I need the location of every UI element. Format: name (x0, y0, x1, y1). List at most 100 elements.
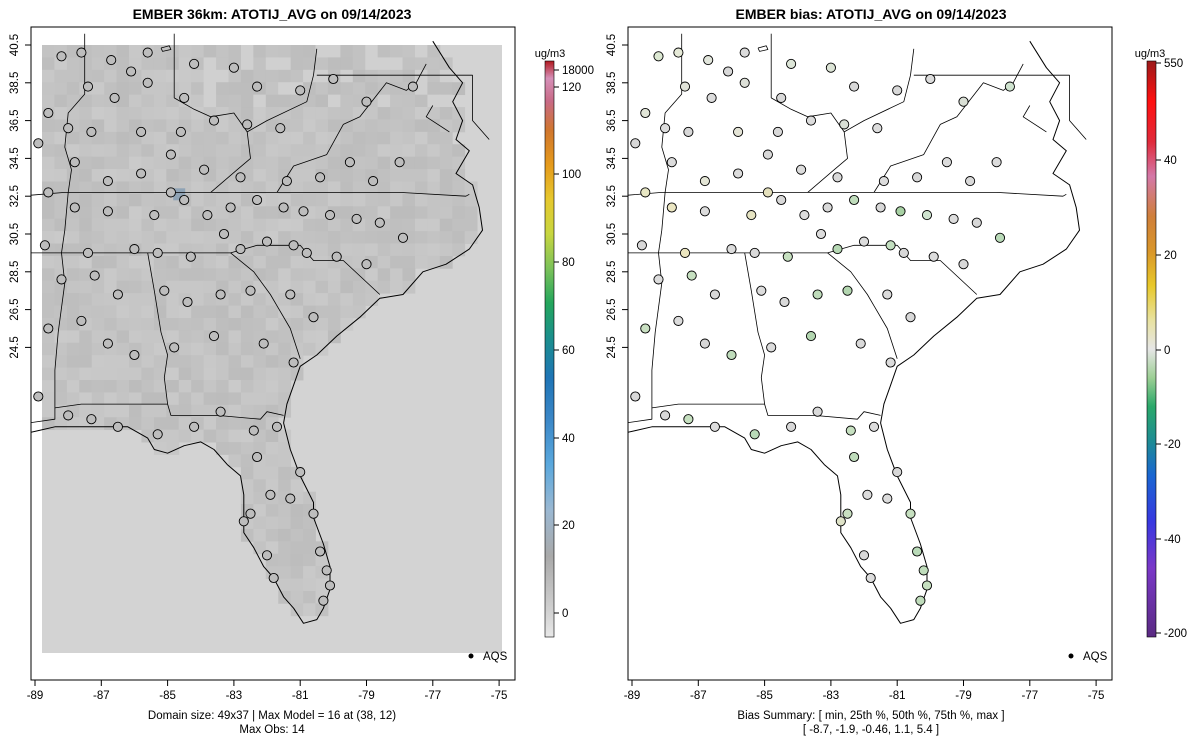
model-cell (216, 156, 229, 170)
aqs-site-marker (261, 236, 273, 247)
model-cell (253, 355, 267, 369)
colorbar-tick-label: 40 (562, 433, 575, 445)
model-cell (414, 218, 428, 232)
model-cell (141, 342, 155, 356)
aqs-site-marker (136, 126, 147, 137)
aqs-site-marker (69, 202, 80, 213)
model-cell (352, 107, 366, 120)
bias-site-marker (653, 51, 664, 62)
model-cell (290, 330, 304, 344)
bias-site-marker (855, 338, 866, 349)
model-cell (203, 255, 217, 269)
model-cell (290, 504, 304, 517)
model-cell (240, 342, 254, 356)
model-cell (166, 156, 180, 170)
model-cell (42, 355, 55, 369)
aqs-site-marker (86, 414, 97, 425)
model-cell (315, 317, 329, 331)
model-cell (340, 131, 354, 145)
model-cell (340, 206, 354, 220)
model-cell (191, 342, 205, 356)
model-cell (141, 417, 155, 431)
model-cell (390, 169, 403, 182)
model-cell (290, 57, 304, 71)
model-cell (228, 280, 242, 294)
model-cell (116, 268, 130, 282)
state-border (744, 252, 765, 405)
model-cell (427, 131, 441, 145)
model-cell (91, 181, 105, 195)
model-cell (54, 206, 68, 220)
model-cell (66, 392, 80, 406)
aqs-site-marker (218, 228, 230, 240)
model-cell (303, 268, 316, 282)
model-cell (315, 293, 329, 306)
model-cell (216, 367, 229, 381)
model-cell (390, 206, 403, 220)
model-cell (153, 156, 167, 170)
bias-site-marker (918, 565, 929, 576)
model-cell (303, 156, 316, 170)
model-cell (303, 293, 316, 306)
model-cell (464, 206, 478, 220)
model-cell (390, 119, 403, 133)
bias-site-marker (825, 62, 836, 73)
colorbar-tick-label: 0 (562, 608, 568, 620)
bias-site-marker (839, 119, 850, 130)
model-cell (203, 181, 217, 195)
model-cell (315, 255, 329, 269)
bias-site-marker (892, 85, 903, 96)
model-cell (166, 243, 180, 257)
model-cell (365, 193, 379, 207)
model-cell (66, 355, 80, 369)
model-cell (327, 45, 341, 58)
aqs-site-marker (102, 206, 113, 217)
model-cell (91, 45, 105, 58)
model-cell (141, 305, 155, 319)
model-cell (178, 69, 192, 83)
model-cell (129, 317, 142, 331)
model-cell (253, 466, 267, 480)
model-cell (240, 45, 254, 58)
model-cell (253, 243, 267, 257)
model-cell (327, 280, 341, 294)
bias-site-marker (835, 516, 846, 527)
y-tick-label: 40.5 (9, 34, 21, 56)
model-cell (315, 82, 329, 96)
aqs-site-marker (82, 81, 94, 92)
model-cell (278, 566, 292, 579)
aqs-site-marker (112, 289, 123, 300)
x-tick-label: -79 (358, 690, 375, 702)
model-cell (216, 330, 229, 344)
model-cell (203, 94, 217, 108)
model-cell (327, 330, 341, 344)
model-cell (91, 206, 105, 220)
bias-site-marker (858, 550, 870, 561)
model-cell (278, 107, 292, 120)
model-cell (290, 516, 304, 530)
aqs-site-marker (43, 187, 54, 198)
model-cell (203, 392, 217, 406)
bias-site-marker (875, 202, 886, 213)
model-cell (166, 107, 180, 120)
model-cell (141, 218, 155, 232)
aqs-site-marker (321, 565, 332, 576)
model-cell (290, 144, 304, 158)
aqs-site-marker (308, 508, 319, 519)
model-cell (265, 181, 279, 195)
model-cell (191, 231, 205, 244)
aqs-site-marker (394, 157, 405, 168)
model-cell (203, 317, 217, 331)
model-cell (265, 293, 279, 306)
model-cell (178, 380, 192, 393)
model-cell (377, 206, 391, 220)
model-cell (178, 404, 192, 418)
model-cell (54, 380, 68, 393)
model-cell (377, 255, 391, 269)
model-cell (464, 193, 478, 207)
bias-site-marker (862, 489, 873, 500)
model-cell (153, 367, 167, 381)
bias-site-marker (683, 126, 694, 137)
model-cell (116, 119, 130, 133)
model-cell (42, 305, 55, 319)
